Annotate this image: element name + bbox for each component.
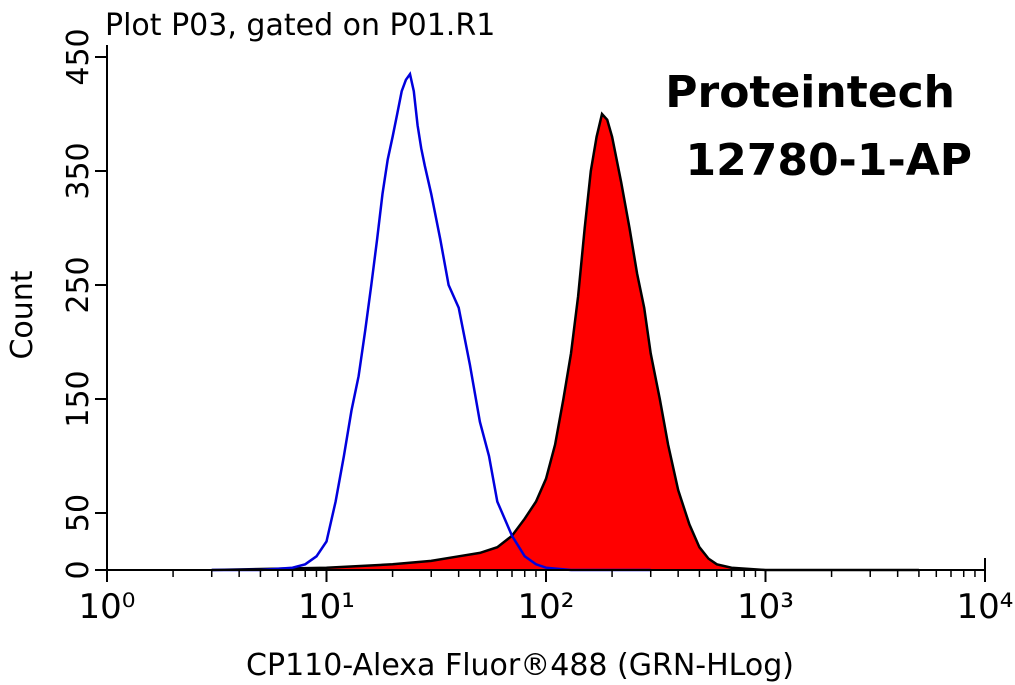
area-outline — [211, 111, 919, 572]
x-tick-label: 10¹ — [298, 587, 355, 627]
y-tick-label: 50 — [61, 494, 96, 532]
y-tick-label: 350 — [61, 142, 96, 199]
x-tick-label: 10³ — [737, 587, 794, 627]
chart-title: Plot P03, gated on P01.R1 — [105, 8, 495, 43]
area — [211, 114, 919, 570]
y-axis-label: Count — [5, 270, 40, 359]
annotation: Proteintech — [665, 67, 955, 118]
line — [211, 71, 651, 572]
x-axis-label: CP110-Alexa Fluor®488 (GRN-HLog) — [246, 648, 794, 683]
y-tick-label: 0 — [61, 560, 96, 579]
x-tick-label: 10² — [518, 587, 575, 627]
x-tick-label: 10⁰ — [79, 587, 136, 627]
x-tick-label: 10⁴ — [957, 587, 1014, 627]
y-tick-label: 150 — [61, 370, 96, 427]
annotation: 12780-1-AP — [685, 135, 972, 186]
y-tick-label: 450 — [61, 28, 96, 85]
y-tick-label: 250 — [61, 256, 96, 313]
